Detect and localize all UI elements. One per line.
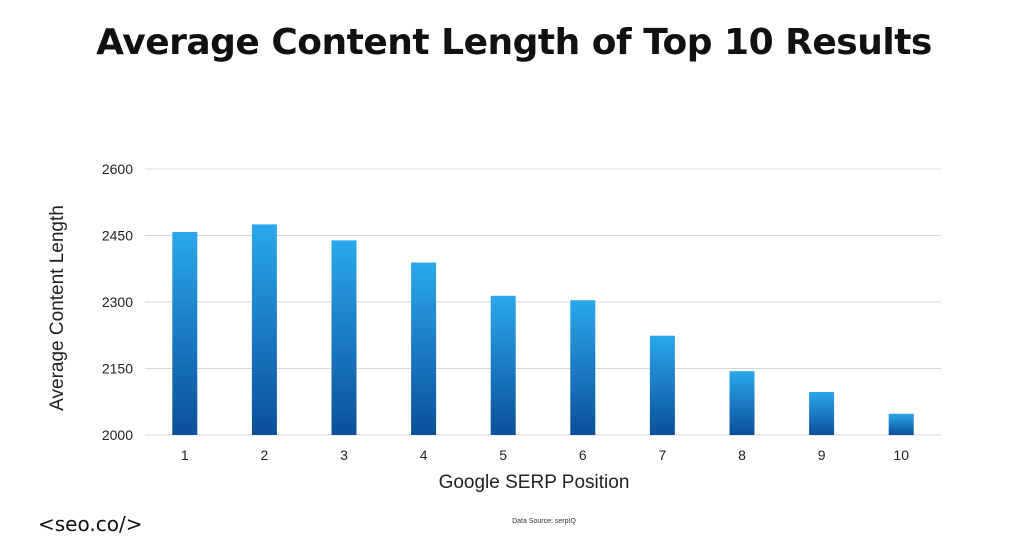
x-tick-label: 9 xyxy=(818,447,826,463)
chart-title: Average Content Length of Top 10 Results xyxy=(96,22,932,63)
bar-position-4 xyxy=(411,262,437,435)
x-tick-label: 8 xyxy=(738,447,746,463)
y-axis-label: Average Content Length xyxy=(47,205,68,411)
gridlines xyxy=(145,168,941,436)
y-tick-label: 2450 xyxy=(102,228,133,244)
y-tick-label: 2300 xyxy=(102,294,133,310)
x-axis-ticks: 1 2 3 4 5 6 7 8 9 10 xyxy=(181,447,909,463)
y-tick-label: 2000 xyxy=(102,427,133,443)
x-tick-label: 6 xyxy=(579,447,587,463)
x-tick-label: 5 xyxy=(499,447,507,463)
bar-position-5 xyxy=(490,295,516,435)
bar-position-9 xyxy=(809,391,835,435)
x-axis-label: Google SERP Position xyxy=(439,472,630,493)
x-tick-label: 1 xyxy=(181,447,189,463)
y-tick-label: 2150 xyxy=(102,361,133,377)
y-tick-label: 2600 xyxy=(102,161,133,177)
x-tick-label: 3 xyxy=(340,447,348,463)
bar-position-8 xyxy=(729,371,755,435)
x-tick-label: 4 xyxy=(420,447,428,463)
brand-logo: <seo.co/> xyxy=(38,512,143,536)
bar-position-10 xyxy=(888,413,914,435)
y-axis-ticks: 2000 2150 2300 2450 2600 xyxy=(102,161,133,443)
data-source-note: Data Source: serpIQ xyxy=(512,518,576,525)
bars xyxy=(172,224,914,435)
bar-position-3 xyxy=(331,240,357,435)
x-tick-label: 10 xyxy=(893,447,909,463)
x-tick-label: 2 xyxy=(261,447,269,463)
bar-position-7 xyxy=(649,335,675,435)
bar-position-1 xyxy=(172,231,198,435)
x-tick-label: 7 xyxy=(659,447,667,463)
bar-position-6 xyxy=(570,300,596,435)
bar-position-2 xyxy=(251,224,277,435)
